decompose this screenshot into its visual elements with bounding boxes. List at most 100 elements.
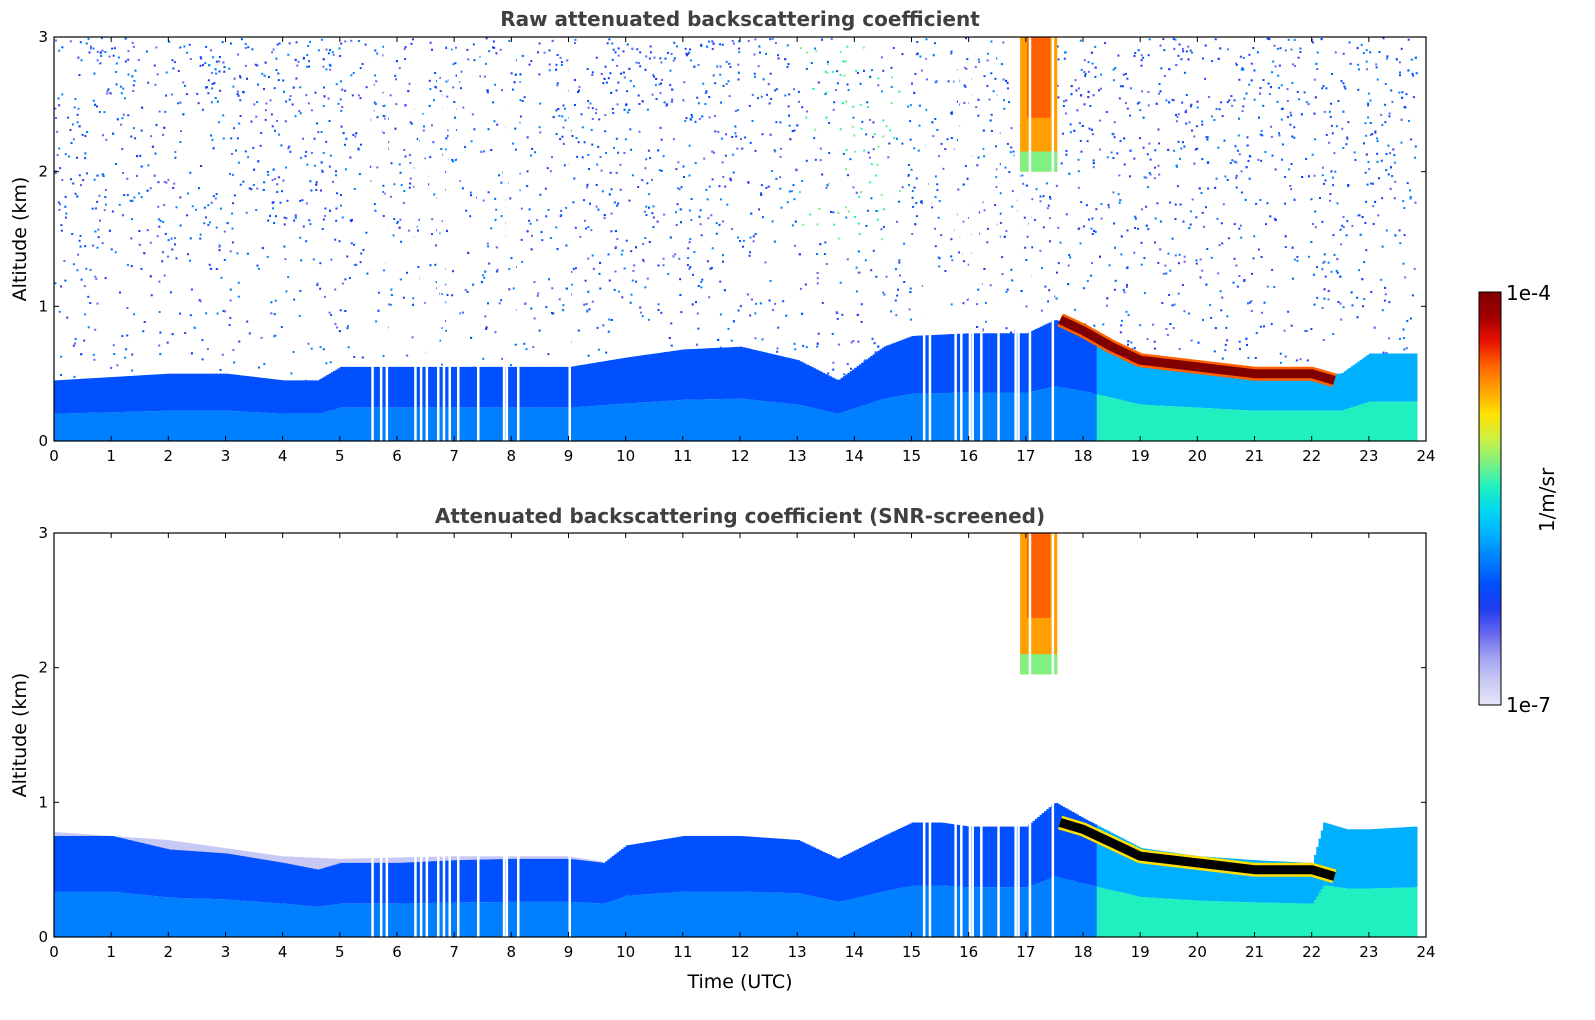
bottom-gap-line	[502, 533, 506, 937]
bottom-gap-line	[968, 533, 972, 937]
top-gap-line	[1017, 37, 1020, 441]
bottom-axes: 0 1 2 3 4 5 6 7 8 9 10 11 12 13 14 15 16 17 18 19 20 21 22 23 24…	[38, 524, 1435, 961]
top-x-tick-label: 1	[106, 447, 116, 465]
bottom-x-tick-label: 12	[730, 943, 749, 961]
bottom-x-tick-label: 14	[845, 943, 864, 961]
bottom-x-tick-label: 23	[1359, 943, 1378, 961]
top-boundary-layer	[54, 320, 1418, 441]
bottom-x-tick-label: 3	[221, 943, 231, 961]
top-panel: Raw attenuated backscattering coefficien…	[9, 7, 1436, 465]
bottom-x-tick-label: 5	[335, 943, 345, 961]
top-gap-line	[568, 37, 571, 441]
top-x-tick-label: 20	[1188, 447, 1207, 465]
top-x-tick-label: 3	[221, 447, 231, 465]
bottom-gap-line	[1014, 533, 1017, 937]
bottom-x-tick-label: 4	[278, 943, 288, 961]
bottom-gap-line	[437, 533, 440, 937]
bottom-gap-line	[922, 533, 926, 937]
bottom-gap-line	[517, 533, 520, 937]
top-x-tick-label: 17	[1016, 447, 1035, 465]
bottom-x-tick-label: 18	[1073, 943, 1092, 961]
bottom-x-tick-label: 17	[1016, 943, 1035, 961]
bottom-gap-line	[928, 533, 932, 937]
colorbar-max-label: 1e-4	[1506, 281, 1551, 305]
top-gap-line	[928, 37, 932, 441]
bottom-x-tick-label: 15	[902, 943, 921, 961]
bottom-x-tick-label: 6	[392, 943, 402, 961]
bottom-x-tick-label: 7	[449, 943, 459, 961]
top-x-tick-label: 11	[673, 447, 692, 465]
bottom-panel: Attenuated backscattering coefficient (S…	[9, 504, 1436, 993]
bottom-x-tick-label: 20	[1188, 943, 1207, 961]
top-x-tick-label: 13	[788, 447, 807, 465]
bottom-x-tick-label: 1	[106, 943, 116, 961]
top-x-tick-label: 2	[164, 447, 174, 465]
top-gap-line	[502, 37, 506, 441]
bottom-panel-title: Attenuated backscattering coefficient (S…	[435, 504, 1045, 528]
top-x-tick-label: 16	[959, 447, 978, 465]
bottom-gap-line	[971, 533, 974, 937]
bottom-x-tick-label: 8	[507, 943, 517, 961]
bottom-gap-line	[457, 533, 460, 937]
top-x-tick-label: 4	[278, 447, 288, 465]
bottom-x-tick-label: 21	[1245, 943, 1264, 961]
top-heatmap	[54, 37, 1418, 441]
top-y-axis-label: Altitude (km)	[9, 177, 31, 302]
top-gap-line	[971, 37, 974, 441]
bottom-y-tick-label: 1	[38, 793, 48, 811]
top-data-gaps	[371, 37, 1055, 441]
top-x-tick-label: 0	[49, 447, 59, 465]
top-gap-line	[505, 37, 509, 441]
top-x-tick-label: 6	[392, 447, 402, 465]
top-gap-line	[379, 37, 383, 441]
bottom-x-tick-label: 2	[164, 943, 174, 961]
bottom-x-tick-label: 19	[1131, 943, 1150, 961]
bottom-gap-line	[980, 533, 983, 937]
top-x-tick-label: 9	[564, 447, 574, 465]
bottom-y-axis-label: Altitude (km)	[9, 673, 31, 798]
top-x-tick-label: 5	[335, 447, 345, 465]
top-gap-line	[968, 37, 972, 441]
colorbar-gradient	[1478, 291, 1502, 706]
bottom-data-gaps	[371, 533, 1055, 937]
top-y-tick-label: 2	[38, 163, 48, 181]
top-x-tick-label: 21	[1245, 447, 1264, 465]
top-aloft-cloud	[1020, 37, 1058, 172]
top-axes: 0 1 2 3 4 5 6 7 8 9 10 11 12 13 14 15 16 17 18 19 20 21 22 23 24…	[38, 28, 1435, 465]
top-gap-line	[960, 37, 963, 441]
bottom-x-tick-label: 22	[1302, 943, 1321, 961]
bottom-x-tick-label: 13	[788, 943, 807, 961]
top-x-tick-label: 8	[507, 447, 517, 465]
bottom-gap-line	[1051, 533, 1055, 937]
bottom-gap-line	[477, 533, 480, 937]
top-gap-line	[980, 37, 983, 441]
colorbar-unit-label: 1/m/sr	[1535, 467, 1559, 532]
top-gap-line	[1014, 37, 1017, 441]
top-cloud-layer	[1058, 315, 1336, 385]
top-gap-line	[922, 37, 926, 441]
bottom-gap-line	[442, 533, 446, 937]
bottom-gap-line	[1017, 533, 1020, 937]
top-y-tick-label: 1	[38, 297, 48, 315]
bottom-y-tick-label: 0	[38, 928, 48, 946]
bottom-y-tick-label: 3	[38, 524, 48, 542]
top-x-tick-label: 10	[616, 447, 635, 465]
top-x-tick-label: 23	[1359, 447, 1378, 465]
top-gap-line	[954, 37, 957, 441]
top-gap-line	[477, 37, 480, 441]
top-y-tick-label: 3	[38, 28, 48, 46]
bottom-x-tick-label: 11	[673, 943, 692, 961]
bottom-x-tick-label: 0	[49, 943, 59, 961]
top-gap-line	[517, 37, 520, 441]
top-x-tick-label: 19	[1131, 447, 1150, 465]
top-gap-line	[1028, 37, 1032, 441]
bottom-x-tick-label: 16	[959, 943, 978, 961]
top-gap-line	[371, 37, 374, 441]
top-gap-line	[425, 37, 429, 441]
top-gap-line	[1051, 37, 1055, 441]
top-panel-title: Raw attenuated backscattering coefficien…	[500, 7, 980, 31]
bottom-gap-line	[371, 533, 374, 937]
bottom-aloft-cloud	[1020, 533, 1058, 675]
top-x-tick-label: 18	[1073, 447, 1092, 465]
